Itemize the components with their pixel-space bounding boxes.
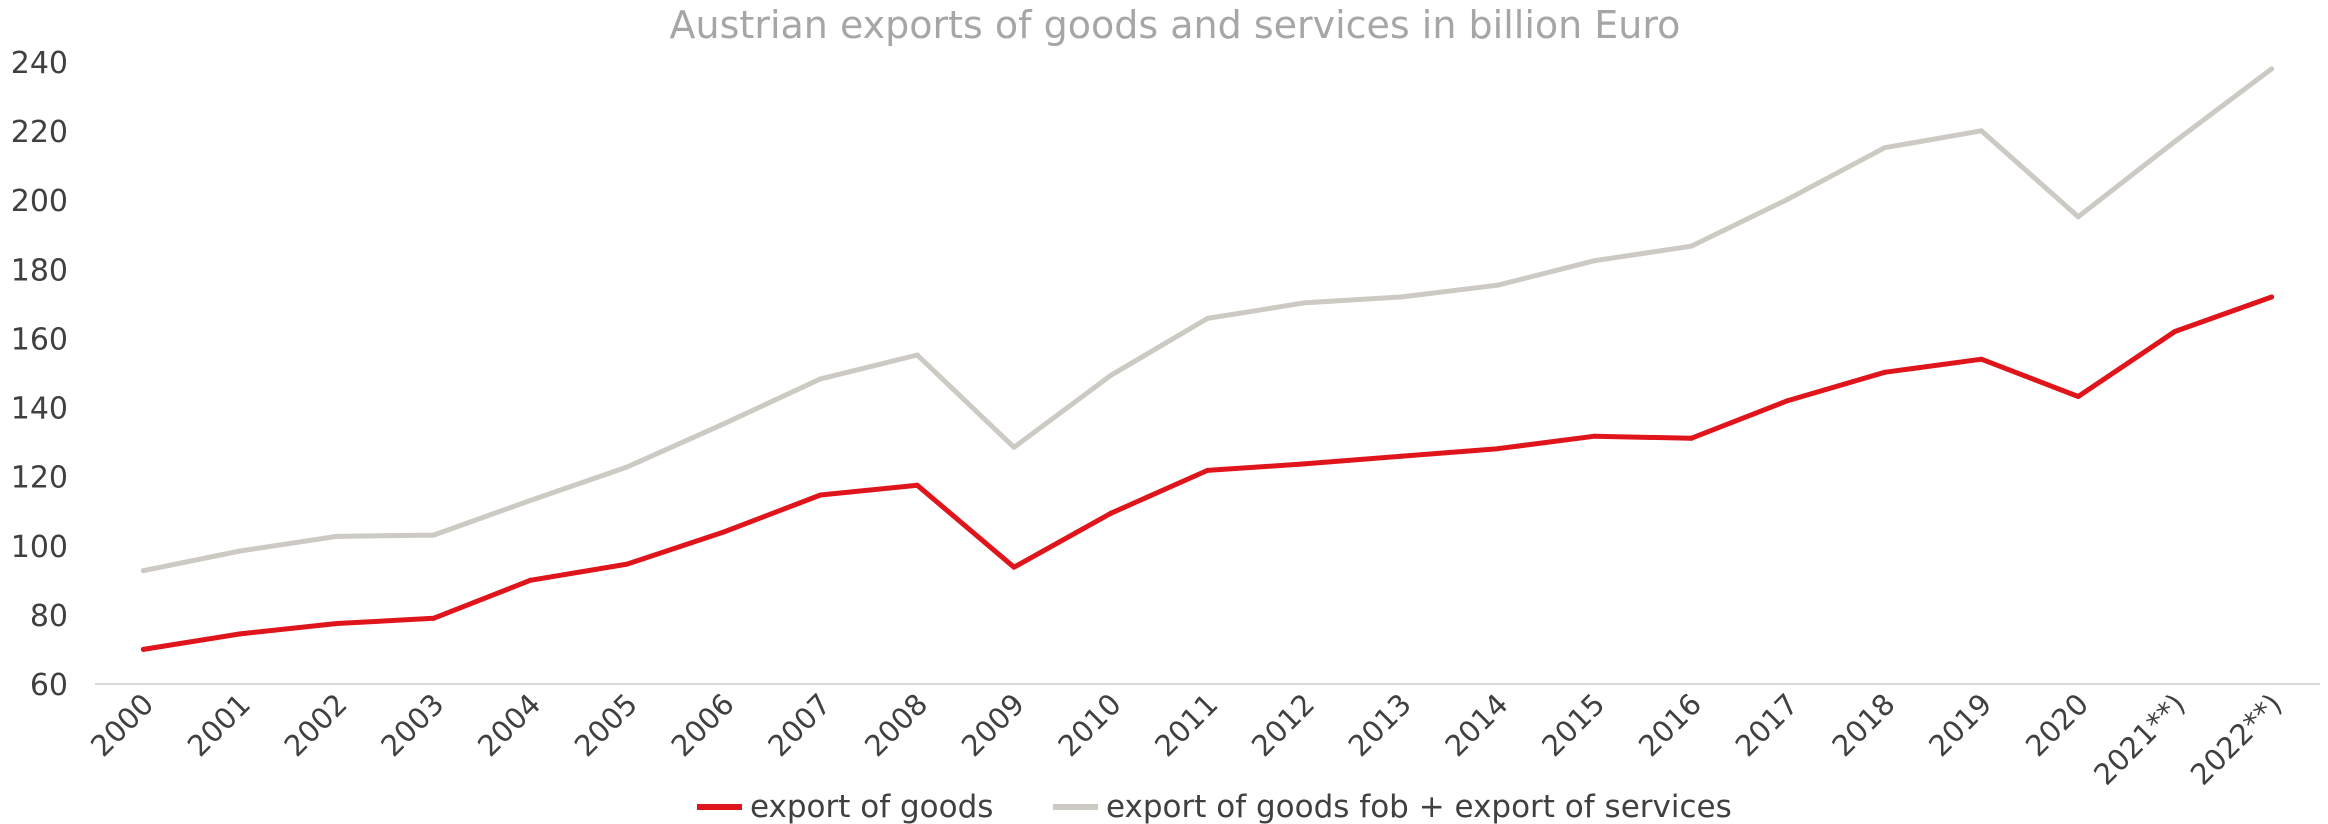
x-tick-label: 2010 [1051,687,1127,763]
data-point [1882,369,1888,375]
data-point [624,561,630,567]
x-tick-label: 2008 [858,687,934,763]
y-tick-label: 120 [11,461,68,496]
data-point [1108,372,1114,378]
series-lines [140,66,2275,652]
y-tick-label: 140 [11,392,68,427]
data-point [2172,139,2178,144]
x-tick-label: 2011 [1148,687,1224,763]
data-point [431,615,437,621]
y-tick-label: 220 [11,115,68,150]
legend-label-export-of-goods-and-services: export of goods fob + export of services [1106,789,1732,824]
data-point [1398,453,1404,459]
data-point [1205,315,1210,321]
data-point [1688,243,1694,249]
data-point [2269,294,2275,300]
data-point [818,376,823,382]
data-point [721,421,727,427]
x-tick-label: 2007 [761,687,837,763]
x-tick-label: 2019 [1922,687,1998,763]
data-point [2075,394,2081,399]
x-tick-label: 2004 [471,687,547,763]
x-tick-label: 2016 [1632,687,1708,763]
data-point [818,492,823,498]
data-point [527,577,533,583]
data-point [1011,564,1017,570]
data-point [1978,356,1984,362]
data-point [1108,510,1114,516]
data-point [1495,282,1501,288]
y-tick-label: 60 [30,668,68,703]
y-tick-label: 80 [30,599,68,634]
x-tick-label: 2003 [374,687,450,763]
data-point [237,631,243,637]
series-line-export-of-goods [140,294,2275,652]
y-tick-label: 100 [11,530,68,565]
data-point [721,529,727,535]
y-tick-label: 200 [11,184,68,219]
data-point [1398,294,1404,300]
data-point [1882,145,1888,151]
chart-title: Austrian exports of goods and services i… [670,3,1681,47]
data-point [1495,446,1501,452]
x-tick-label: 2018 [1825,687,1901,763]
y-tick-label: 240 [11,46,68,81]
data-point [1978,128,1984,134]
data-point [1592,433,1597,439]
data-point [431,532,437,538]
legend: export of goods export of goods fob + ex… [697,789,1732,824]
x-axis-tick-labels: 2000 2001 2002 2003 2004 2005 2006 2007 2008 2009… [84,687,2288,792]
x-tick-label: 2014 [1438,687,1514,763]
x-tick-label: 2000 [84,687,160,763]
x-tick-label: 2013 [1342,687,1418,763]
data-point [1688,435,1694,441]
x-tick-label: 2006 [665,687,741,763]
x-tick-label: 2009 [955,687,1031,763]
data-point [1785,196,1791,202]
data-point [1301,300,1307,306]
data-point [2269,66,2275,72]
data-point [527,498,533,503]
data-point [1205,467,1210,473]
x-tick-label: 2021**) [2087,687,2192,792]
x-tick-label: 2017 [1729,687,1805,763]
data-point [1011,444,1017,450]
data-point [1785,398,1791,404]
data-point [1592,258,1597,264]
data-point [334,621,340,626]
data-point [140,646,146,652]
y-axis-tick-labels: 60 80 100 120 140 160 180 200 220 240 [11,46,68,703]
data-point [914,352,920,358]
x-tick-label: 2001 [181,687,257,763]
data-point [237,548,243,554]
data-point [624,464,630,470]
x-tick-label: 2005 [568,687,644,763]
data-point [2075,214,2081,220]
y-tick-label: 160 [11,322,68,357]
x-tick-label: 2012 [1245,687,1321,763]
data-point [140,568,146,574]
x-tick-label: 2020 [2019,687,2095,763]
x-tick-label: 2022**) [2184,687,2289,792]
legend-label-export-of-goods: export of goods [750,789,993,824]
data-point [1301,461,1307,467]
data-point [334,533,340,539]
data-point [2172,329,2178,334]
x-tick-label: 2015 [1535,687,1611,763]
data-point [914,482,920,488]
x-tick-label: 2002 [278,687,354,763]
y-tick-label: 180 [11,253,68,288]
